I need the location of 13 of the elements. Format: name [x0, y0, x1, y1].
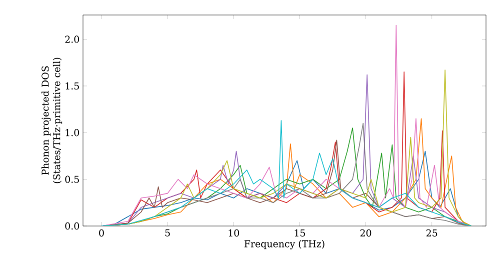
- y-tick-label: 0.5: [65, 176, 79, 183]
- x-tick-label: 5: [165, 229, 170, 236]
- x-tick-label: 10: [228, 229, 240, 237]
- y-tick-label: 2.0: [65, 36, 80, 43]
- y-tick-label: 0.0: [65, 222, 80, 230]
- x-axis-title: Frequency (THz): [244, 240, 324, 250]
- y-axis-title: Phonon projected DOS (States/THz·primitive cell): [41, 58, 62, 184]
- x-tick-label: 0: [99, 229, 104, 237]
- x-tick-label: 25: [426, 229, 438, 237]
- y-tick-label: 1.5: [66, 82, 79, 90]
- x-tick-label: 15: [294, 229, 305, 237]
- x-tick-label: 20: [360, 229, 372, 237]
- y-tick-label: 1.0: [66, 129, 80, 136]
